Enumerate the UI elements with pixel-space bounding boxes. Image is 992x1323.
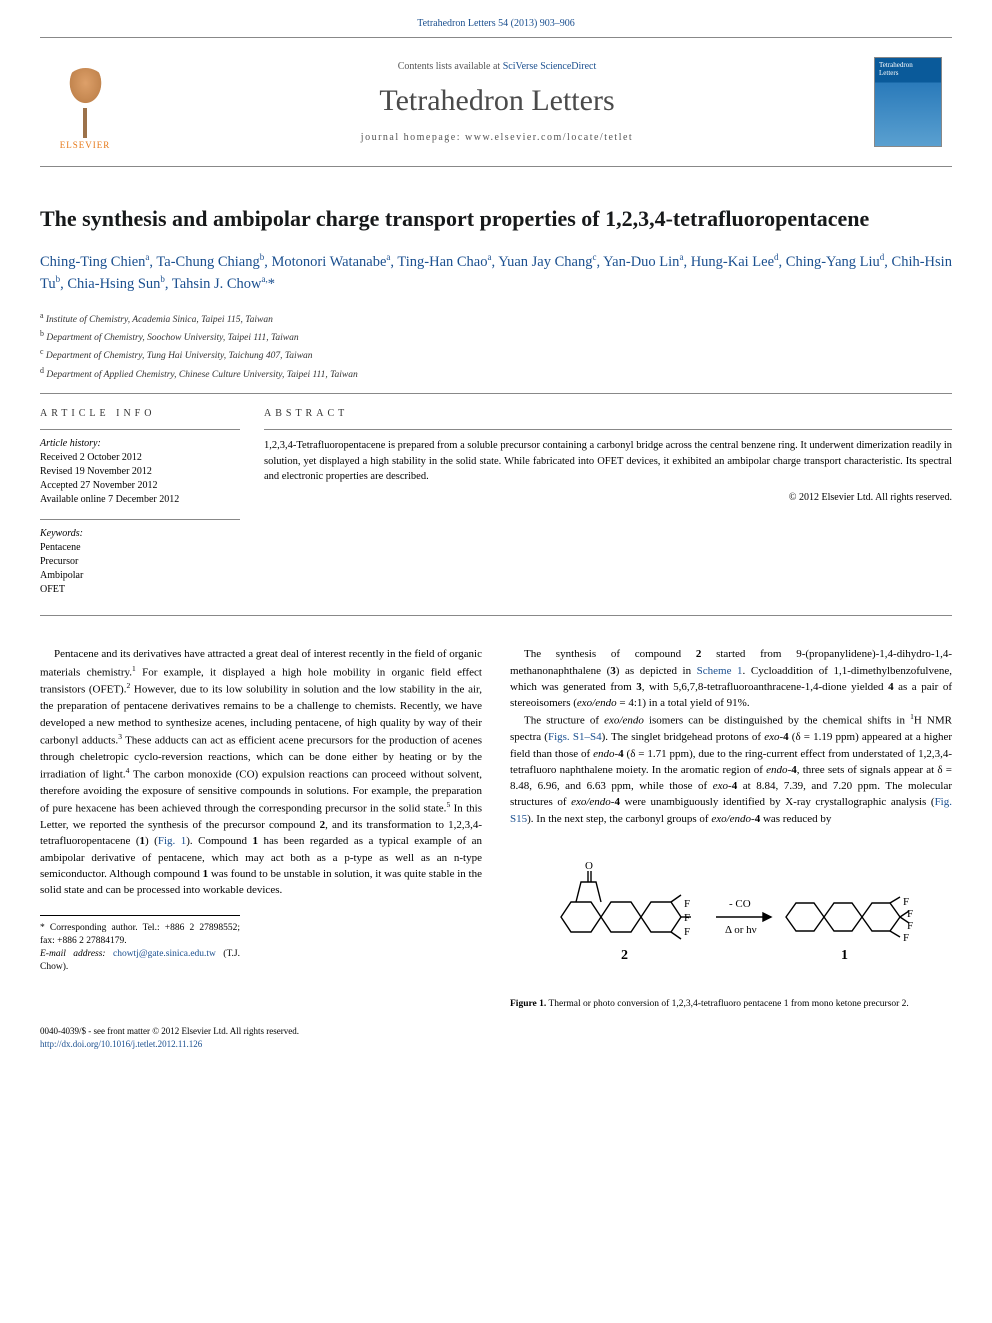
- affiliation-item: a Institute of Chemistry, Academia Sinic…: [40, 310, 952, 327]
- history-item: Accepted 27 November 2012: [40, 479, 240, 493]
- article-title: The synthesis and ambipolar charge trans…: [40, 205, 952, 233]
- affiliation-item: c Department of Chemistry, Tung Hai Univ…: [40, 346, 952, 363]
- corr-email-line: E-mail address: chowtj@gate.sinica.edu.t…: [40, 948, 240, 975]
- keywords-list: PentacenePrecursorAmbipolarOFET: [40, 541, 240, 597]
- journal-name: Tetrahedron Letters: [120, 84, 874, 118]
- figure-compound-1-label: 1: [841, 948, 848, 963]
- body-paragraph: Pentacene and its derivatives have attra…: [40, 646, 482, 898]
- doi-link[interactable]: http://dx.doi.org/10.1016/j.tetlet.2012.…: [40, 1039, 202, 1049]
- elsevier-logo[interactable]: ELSEVIER: [50, 55, 120, 150]
- svg-text:O: O: [585, 860, 593, 872]
- abstract-heading: ABSTRACT: [264, 408, 952, 419]
- body-paragraph: The structure of exo/endo isomers can be…: [510, 711, 952, 827]
- svg-text:F: F: [907, 908, 913, 920]
- contents-prefix: Contents lists available at: [398, 61, 503, 72]
- figure-arrow-top: - CO: [729, 898, 751, 910]
- body-paragraph: The synthesis of compound 2 started from…: [510, 646, 952, 711]
- figure-1: O F F F - CO Δ or hν: [510, 847, 952, 1011]
- keyword-item: Precursor: [40, 555, 240, 569]
- corresponding-footnote: * Corresponding author. Tel.: +886 2 278…: [40, 915, 240, 975]
- sciencedirect-link[interactable]: SciVerse ScienceDirect: [503, 61, 597, 72]
- body-column-right: The synthesis of compound 2 started from…: [510, 646, 952, 1011]
- figure-caption-label: Figure 1.: [510, 999, 546, 1009]
- svg-text:F: F: [684, 898, 690, 910]
- abstract-text: 1,2,3,4-Tetrafluoropentacene is prepared…: [264, 438, 952, 484]
- svg-text:F: F: [684, 926, 690, 938]
- body-columns: Pentacene and its derivatives have attra…: [40, 646, 952, 1011]
- journal-reference: Tetrahedron Letters 54 (2013) 903–906: [40, 0, 952, 37]
- keywords-label: Keywords:: [40, 528, 240, 539]
- figure-1-scheme: O F F F - CO Δ or hν: [510, 847, 952, 987]
- figure-caption-text: Thermal or photo conversion of 1,2,3,4-t…: [546, 999, 909, 1009]
- affiliations-block: a Institute of Chemistry, Academia Sinic…: [40, 310, 952, 395]
- svg-text:F: F: [903, 932, 909, 944]
- keyword-item: OFET: [40, 583, 240, 597]
- affiliation-item: d Department of Applied Chemistry, Chine…: [40, 365, 952, 382]
- keyword-item: Ambipolar: [40, 569, 240, 583]
- corr-author-line: * Corresponding author. Tel.: +886 2 278…: [40, 922, 240, 949]
- elsevier-label: ELSEVIER: [60, 140, 111, 150]
- article-info-block: ARTICLE INFO Article history: Received 2…: [40, 408, 240, 597]
- journal-cover-thumbnail[interactable]: [874, 57, 942, 147]
- info-abstract-row: ARTICLE INFO Article history: Received 2…: [40, 394, 952, 616]
- contents-lists-line: Contents lists available at SciVerse Sci…: [120, 61, 874, 72]
- figure-compound-2-label: 2: [621, 948, 628, 963]
- issn-line: 0040-4039/$ - see front matter © 2012 El…: [40, 1025, 952, 1038]
- corr-email-link[interactable]: chowtj@gate.sinica.edu.tw: [113, 949, 216, 959]
- figure-1-caption: Figure 1. Thermal or photo conversion of…: [510, 998, 952, 1011]
- history-label: Article history:: [40, 438, 240, 449]
- body-column-left: Pentacene and its derivatives have attra…: [40, 646, 482, 1011]
- svg-text:F: F: [684, 912, 690, 924]
- affiliation-item: b Department of Chemistry, Soochow Unive…: [40, 328, 952, 345]
- email-label: E-mail address:: [40, 949, 106, 959]
- keyword-item: Pentacene: [40, 541, 240, 555]
- abstract-block: ABSTRACT 1,2,3,4-Tetrafluoropentacene is…: [264, 408, 952, 597]
- homepage-prefix: journal homepage:: [361, 132, 465, 143]
- abstract-copyright: © 2012 Elsevier Ltd. All rights reserved…: [264, 492, 952, 503]
- elsevier-tree-icon: [58, 68, 113, 138]
- history-item: Available online 7 December 2012: [40, 493, 240, 507]
- homepage-url[interactable]: www.elsevier.com/locate/tetlet: [465, 132, 633, 143]
- history-item: Received 2 October 2012: [40, 451, 240, 465]
- masthead-center: Contents lists available at SciVerse Sci…: [120, 61, 874, 143]
- history-list: Received 2 October 2012Revised 19 Novemb…: [40, 451, 240, 507]
- masthead: ELSEVIER Contents lists available at Sci…: [40, 37, 952, 167]
- journal-homepage-line: journal homepage: www.elsevier.com/locat…: [120, 132, 874, 143]
- history-item: Revised 19 November 2012: [40, 465, 240, 479]
- svg-text:F: F: [903, 896, 909, 908]
- article-info-heading: ARTICLE INFO: [40, 408, 240, 419]
- author-list: Ching-Ting Chiena, Ta-Chung Chiangb, Mot…: [40, 251, 952, 296]
- bottom-matter: 0040-4039/$ - see front matter © 2012 El…: [40, 1025, 952, 1050]
- figure-arrow-bottom: Δ or hν: [725, 924, 757, 936]
